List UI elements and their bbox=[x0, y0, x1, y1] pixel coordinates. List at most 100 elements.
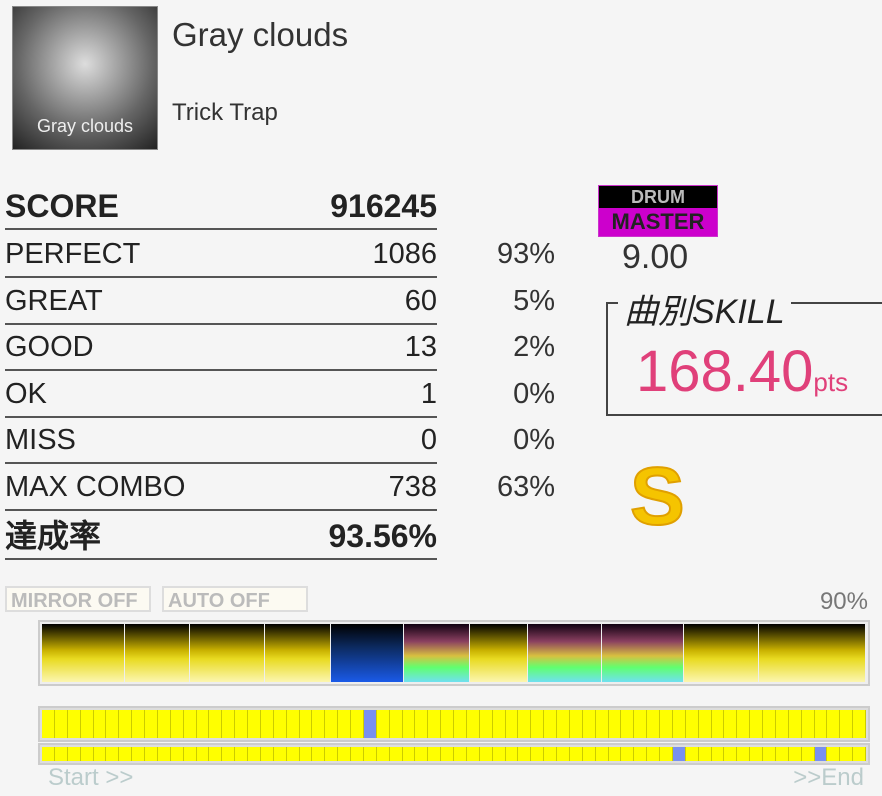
timeline-cell bbox=[235, 710, 248, 738]
timeline-cell bbox=[157, 747, 171, 761]
timeline-cell bbox=[853, 710, 866, 738]
timeline-cell bbox=[711, 747, 725, 761]
timeline-cell bbox=[518, 747, 532, 761]
timeline-cell bbox=[531, 710, 545, 738]
judgement-count: 13 bbox=[404, 331, 437, 363]
timeline-cell bbox=[119, 710, 133, 738]
timeline-cell bbox=[647, 747, 660, 761]
timeline-cell bbox=[145, 710, 158, 738]
skill-label: 曲別SKILL bbox=[618, 284, 791, 333]
timeline-cell bbox=[351, 710, 364, 738]
timeline-cell bbox=[299, 747, 313, 761]
timeline-cell bbox=[286, 747, 300, 761]
timeline-cell bbox=[299, 710, 313, 738]
timeline-cell bbox=[621, 747, 635, 761]
timeline-cell bbox=[827, 710, 841, 738]
timeline-cell bbox=[788, 747, 802, 761]
timeline-cell bbox=[170, 710, 184, 738]
timeline-cell bbox=[531, 747, 545, 761]
timeline-cell bbox=[222, 747, 236, 761]
judgement-label: GREAT bbox=[5, 284, 103, 317]
timeline-cell bbox=[505, 710, 519, 738]
timeline-cell bbox=[183, 747, 197, 761]
timeline-cell bbox=[145, 747, 158, 761]
timeline-cell bbox=[402, 710, 416, 738]
timeline-cell bbox=[389, 710, 403, 738]
timeline-cell bbox=[814, 710, 828, 738]
timeline-cell bbox=[54, 747, 68, 761]
timeline-cell bbox=[376, 747, 390, 761]
judgement-percent: 93% bbox=[496, 238, 555, 270]
timeline-cell bbox=[775, 747, 789, 761]
timeline-row-2 bbox=[38, 743, 870, 765]
achievement-value: 93.56% bbox=[328, 518, 437, 554]
timeline-cell bbox=[608, 710, 622, 738]
timeline-cell bbox=[132, 710, 145, 738]
timeline-cell bbox=[853, 747, 866, 761]
score-row: SCORE 916245 bbox=[5, 184, 437, 230]
timeline-cell bbox=[80, 747, 94, 761]
timeline-cell bbox=[286, 710, 300, 738]
timeline-cell bbox=[557, 710, 570, 738]
timeline-cell bbox=[67, 710, 81, 738]
timeline-cell bbox=[582, 747, 596, 761]
timeline-cell bbox=[518, 710, 532, 738]
timeline-cell bbox=[196, 747, 210, 761]
judgement-row: MAX COMBO 738 63% bbox=[5, 465, 555, 511]
timeline-cell bbox=[415, 747, 429, 761]
judgement-count: 738 bbox=[388, 470, 437, 503]
timeline-cell bbox=[312, 710, 326, 738]
skill-points: 168.40pts bbox=[636, 338, 848, 405]
gauge-segment-yellow bbox=[469, 624, 528, 682]
timeline-cell bbox=[183, 710, 197, 738]
timeline-cell bbox=[312, 747, 326, 761]
timeline-cell bbox=[454, 747, 467, 761]
judgement-row: OK 1 0% bbox=[5, 372, 555, 418]
timeline-cell bbox=[363, 747, 377, 761]
gauge-segment-yellow bbox=[758, 624, 867, 682]
judgement-count: 1 bbox=[420, 377, 437, 410]
timeline-miss-cell bbox=[814, 747, 828, 761]
judgement-label: MAX COMBO bbox=[5, 470, 186, 503]
skill-value: 168.40 bbox=[636, 339, 814, 404]
judgement-row: GOOD 13 2% bbox=[5, 325, 555, 371]
timeline-cell bbox=[80, 710, 94, 738]
timeline-miss-cell bbox=[363, 710, 377, 738]
timeline-cell bbox=[647, 710, 660, 738]
timeline-cell bbox=[42, 747, 55, 761]
judgement-count: 60 bbox=[404, 284, 437, 317]
timeline-cell bbox=[544, 710, 557, 738]
timeline-cell bbox=[93, 747, 107, 761]
gauge-segment-blue bbox=[330, 624, 405, 682]
timeline-cell bbox=[157, 710, 171, 738]
gauge-segment-rainbow bbox=[527, 624, 603, 682]
timeline-end-label: >>End bbox=[793, 764, 864, 791]
timeline-cell bbox=[54, 710, 68, 738]
timeline-cell bbox=[788, 710, 802, 738]
timeline-cell bbox=[325, 747, 339, 761]
timeline-cell bbox=[569, 710, 583, 738]
timeline-cell bbox=[209, 710, 223, 738]
timeline-cell bbox=[737, 710, 751, 738]
timeline-cell bbox=[595, 710, 609, 738]
timeline-cell bbox=[248, 747, 261, 761]
timeline-cell bbox=[840, 747, 854, 761]
gauge-percent: 90% bbox=[819, 588, 868, 615]
timeline-cell bbox=[389, 747, 403, 761]
timeline-cell bbox=[685, 747, 699, 761]
judgement-percent: 0% bbox=[513, 377, 555, 410]
timeline-cell bbox=[338, 747, 351, 761]
timeline-cell bbox=[466, 747, 480, 761]
timeline-cell bbox=[634, 747, 648, 761]
timeline-cell bbox=[763, 710, 776, 738]
achievement-label: 達成率 bbox=[5, 518, 102, 554]
timeline-cell bbox=[621, 710, 635, 738]
gauge-segment-yellow bbox=[190, 624, 265, 682]
judgement-percent: 5% bbox=[513, 284, 555, 317]
timeline-cell bbox=[801, 747, 815, 761]
album-jacket: Gray clouds bbox=[12, 6, 158, 150]
timeline-cell bbox=[698, 710, 712, 738]
timeline-row-1 bbox=[38, 706, 870, 742]
timeline-cell bbox=[557, 747, 570, 761]
score-value: 916245 bbox=[330, 188, 437, 224]
